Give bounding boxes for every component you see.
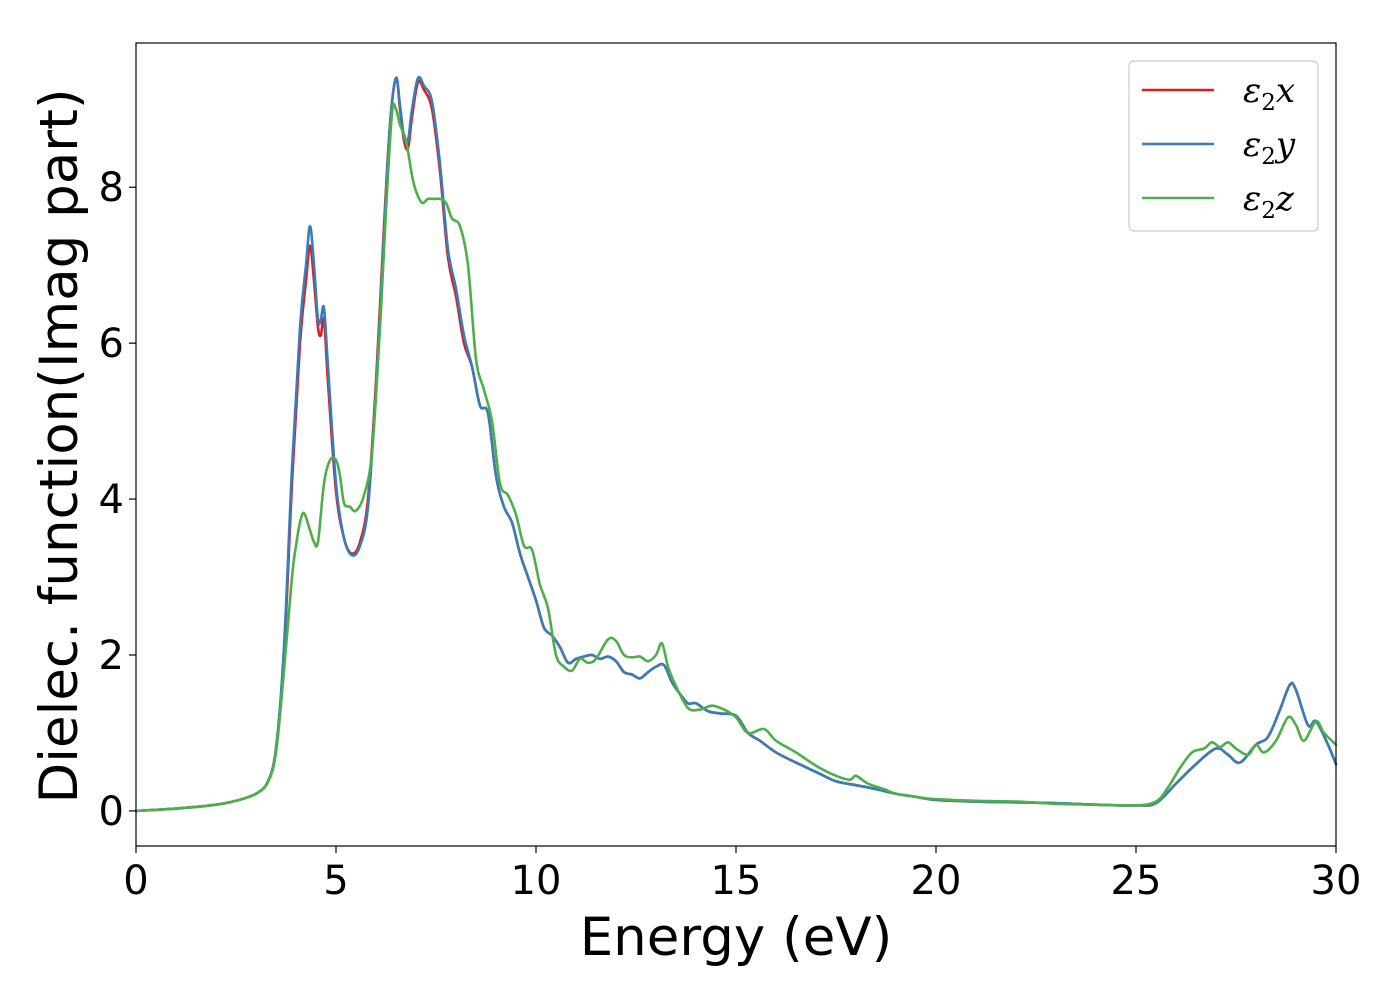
legend-label-x: ε2x	[1243, 71, 1295, 116]
y-axis-ticks: 0 2 4 6 8	[99, 165, 136, 835]
x-tick-label: 20	[911, 858, 962, 904]
x-tick-label: 30	[1311, 858, 1362, 904]
legend: ε2x ε2y ε2z	[1128, 60, 1319, 232]
x-tick-label: 15	[711, 858, 762, 904]
y-tick-label: 8	[99, 165, 124, 211]
legend-label-z: ε2z	[1243, 179, 1295, 224]
x-axis-label: Energy (eV)	[580, 907, 893, 968]
x-tick-label: 10	[511, 858, 562, 904]
y-tick-label: 4	[99, 477, 124, 523]
x-tick-label: 5	[323, 858, 348, 904]
legend-label-y: ε2y	[1243, 125, 1296, 170]
series-layer	[134, 75, 1338, 813]
x-tick-label: 0	[123, 858, 148, 904]
y-axis-label: Dielec. function(Imag part)	[29, 88, 90, 803]
x-axis-ticks: 0 5 10 15 20 25 30	[123, 846, 1361, 904]
y-tick-label: 0	[99, 789, 124, 835]
y-tick-label: 6	[99, 321, 124, 367]
series-line-z	[134, 102, 1338, 813]
x-tick-label: 25	[1111, 858, 1162, 904]
y-tick-label: 2	[99, 633, 124, 679]
legend-entries: ε2x ε2y ε2z	[1142, 71, 1296, 224]
legend-box	[1128, 60, 1319, 232]
